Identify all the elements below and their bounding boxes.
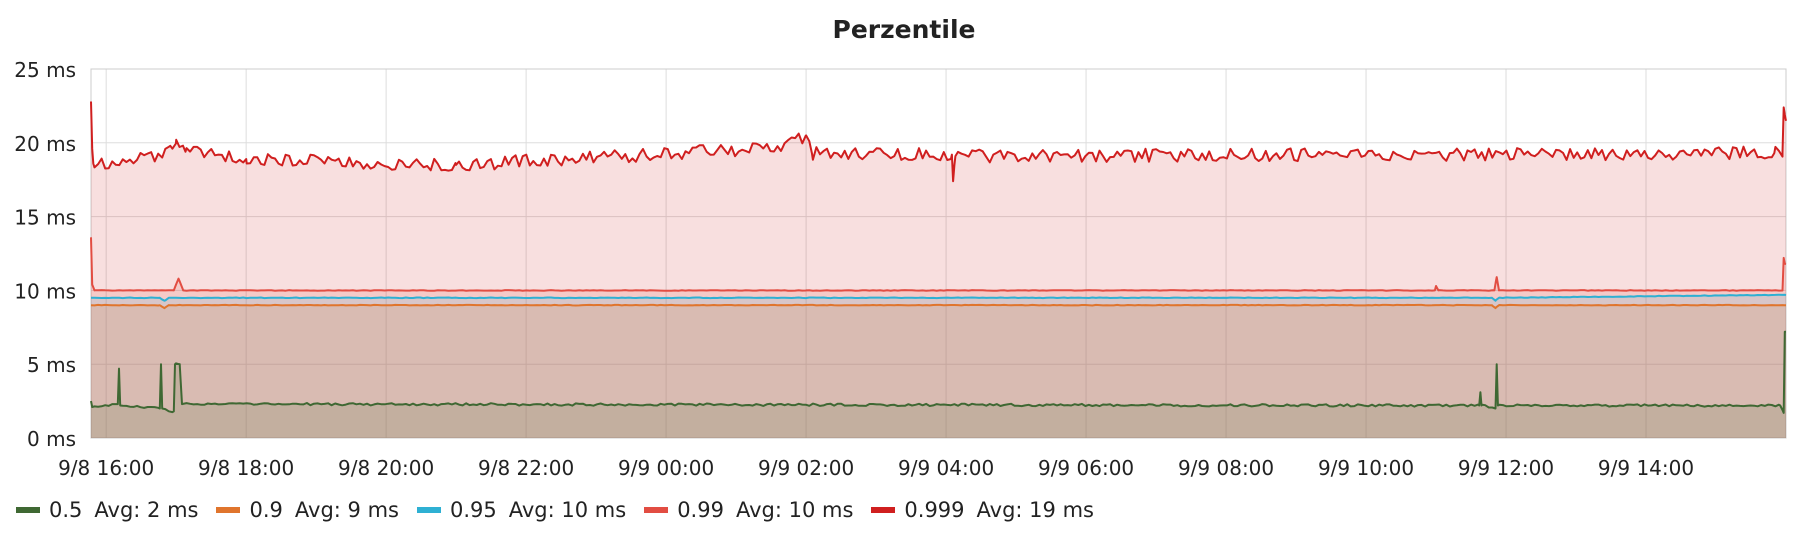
legend-item[interactable]: 0.9 Avg: 9 ms — [216, 498, 399, 522]
series-area-0.999 — [91, 101, 1786, 438]
series-line-0.9 — [90, 303, 1786, 310]
legend-series-avg: Avg: 19 ms — [976, 498, 1094, 522]
legend-series-name: 0.95 — [449, 498, 497, 522]
legend-swatch — [416, 507, 441, 513]
legend-item[interactable]: 0.95 Avg: 10 ms — [416, 498, 627, 522]
axis-labels: 0 ms 5 ms 10 ms 15 ms 20 ms 25 ms 9/8 16:00 9/8… — [14, 58, 1694, 480]
series-lines — [90, 101, 1787, 414]
series-line-0.5 — [90, 330, 1786, 414]
legend-series-name: 0.5 — [49, 498, 83, 522]
legend-series-avg: Avg: 10 ms — [508, 498, 627, 522]
legend-swatch — [216, 507, 241, 513]
x-tick-label: 9/8 16:00 — [58, 456, 154, 480]
x-tick-label: 9/9 04:00 — [898, 456, 994, 480]
legend: 0.5 Avg: 2 ms 0.9 Avg: 9 ms 0.95 Avg: 10 ms 0.… — [16, 498, 1112, 522]
legend-swatch — [871, 507, 896, 513]
series-line-0.95 — [91, 293, 1787, 302]
series-area-0.5 — [91, 331, 1786, 438]
x-tick-label: 9/9 00:00 — [618, 456, 714, 480]
y-tick-label: 20 ms — [14, 132, 76, 156]
y-tick-label: 0 ms — [27, 427, 76, 451]
chart-title: Perzentile — [833, 15, 976, 44]
series-fills — [91, 101, 1786, 438]
legend-series-avg: Avg: 10 ms — [735, 498, 854, 522]
x-tick-label: 9/9 02:00 — [758, 456, 854, 480]
x-tick-label: 9/9 10:00 — [1318, 456, 1414, 480]
legend-series-name: 0.9 — [249, 498, 283, 522]
series-area-0.99 — [91, 237, 1786, 438]
y-tick-label: 15 ms — [14, 206, 76, 230]
y-tick-label: 5 ms — [27, 353, 76, 377]
x-tick-label: 9/9 12:00 — [1458, 456, 1554, 480]
y-tick-label: 25 ms — [14, 58, 76, 82]
legend-series-name: 0.999 — [904, 498, 965, 522]
series-line-0.999 — [90, 101, 1787, 183]
series-area-0.95 — [91, 294, 1786, 438]
legend-swatch — [16, 507, 40, 513]
legend-series-avg: Avg: 9 ms — [294, 498, 399, 522]
series-line-0.99 — [90, 237, 1787, 292]
legend-series-avg: Avg: 2 ms — [94, 498, 199, 522]
legend-swatch — [644, 507, 669, 513]
x-tick-label: 9/8 22:00 — [478, 456, 574, 480]
legend-series-name: 0.99 — [677, 498, 724, 522]
x-tick-label: 9/8 20:00 — [338, 456, 434, 480]
legend-item[interactable]: 0.999 Avg: 19 ms — [871, 498, 1094, 522]
legend-item[interactable]: 0.99 Avg: 10 ms — [644, 498, 853, 522]
legend-item[interactable]: 0.5 Avg: 2 ms — [16, 498, 198, 522]
x-tick-label: 9/8 18:00 — [198, 456, 294, 480]
x-tick-label: 9/9 06:00 — [1038, 456, 1134, 480]
y-tick-label: 10 ms — [14, 279, 76, 303]
x-tick-label: 9/9 08:00 — [1178, 456, 1274, 480]
x-tick-label: 9/9 14:00 — [1598, 456, 1694, 480]
